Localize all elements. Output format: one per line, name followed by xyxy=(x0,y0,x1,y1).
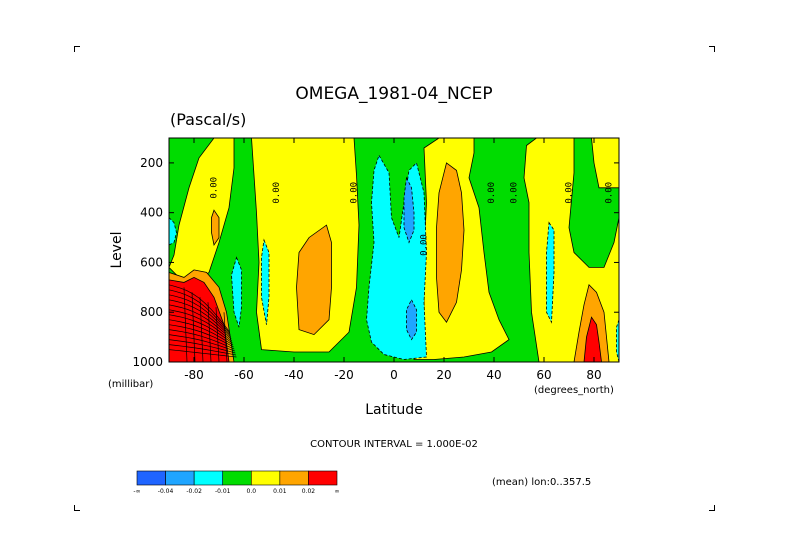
contour-region-yellow-north-top xyxy=(591,138,619,189)
contour-region-cyan-south-1 xyxy=(231,256,242,328)
corner-marks xyxy=(74,46,715,511)
colorbar-swatch xyxy=(222,470,252,486)
colorbar-label: 0.01 xyxy=(273,488,287,495)
y-tick-label: 800 xyxy=(140,305,163,319)
polar-contour-line xyxy=(169,294,231,336)
y-tick-label: 400 xyxy=(140,206,163,220)
contour-label: 0.00 xyxy=(565,182,575,204)
x-tick-label: 20 xyxy=(436,368,451,382)
contour-region-red-north-pole xyxy=(583,316,602,362)
polar-contour-line xyxy=(215,307,220,362)
contour-decorations: 0.00 0.00 0.00 0.00 0.00 0.00 0.00 0.00 xyxy=(169,177,615,362)
colorbar-swatch xyxy=(279,470,309,486)
contour-label: 0.00 xyxy=(210,177,220,199)
colorbar-label: -0.04 xyxy=(158,488,174,495)
x-tick-label: -60 xyxy=(234,368,254,382)
mean-lon-note: (mean) lon:0..357.5 xyxy=(492,477,591,488)
y-axis-label: Level xyxy=(109,232,125,269)
polar-contour-line xyxy=(223,312,228,362)
y-tick-label: 600 xyxy=(140,255,163,269)
polar-contour-line xyxy=(169,309,233,342)
x-axis-ticks: -80 -60 -40 -20 0 20 40 60 80 xyxy=(184,138,602,382)
polar-contour-line xyxy=(183,287,188,362)
colorbar-swatch xyxy=(308,470,338,486)
contour-label: 0.00 xyxy=(487,182,497,204)
colorbar-swatch xyxy=(136,470,166,486)
polar-contour-line xyxy=(191,292,196,362)
contour-label: 0.00 xyxy=(420,234,430,256)
contour-label: 0.00 xyxy=(510,182,520,204)
contour-region-cyan-south-2 xyxy=(261,238,270,325)
chart-title: OMEGA_1981-04_NCEP xyxy=(295,84,492,104)
x-tick-label: 60 xyxy=(536,368,551,382)
y-axis-units: (millibar) xyxy=(108,379,153,390)
x-tick-label: 40 xyxy=(486,368,501,382)
x-axis-label: Latitude xyxy=(365,402,423,418)
chart-subtitle: (Pascal/s) xyxy=(170,110,246,129)
contour-region-orange-tropics xyxy=(436,162,465,323)
polar-contour-line xyxy=(199,297,204,362)
x-axis-units: (degrees_north) xyxy=(534,385,614,396)
polar-contour-line xyxy=(169,289,230,334)
x-tick-label: -40 xyxy=(284,368,304,382)
colorbar-label: -∞ xyxy=(133,488,140,495)
polar-contour-line xyxy=(169,299,231,338)
polar-contour-line xyxy=(169,304,232,340)
colorbar: -∞ -0.04 -0.02 -0.01 0.0 0.01 0.02 ∞ xyxy=(133,470,340,495)
contour-label: 0.00 xyxy=(350,182,360,204)
contour-region-cyan-south-pole xyxy=(169,217,177,246)
contour-region-cyan-north-65 xyxy=(546,221,555,324)
contour-region-blue-equator xyxy=(403,176,415,244)
colorbar-label: ∞ xyxy=(335,488,340,495)
filled-contour-regions xyxy=(169,138,619,362)
x-tick-label: 80 xyxy=(586,368,601,382)
contour-region-orange-southern-midlat xyxy=(296,224,332,336)
contour-interval-text: CONTOUR INTERVAL = 1.000E-02 xyxy=(310,439,478,450)
contour-region-cyan-north-pole xyxy=(616,319,619,362)
contour-label: 0.00 xyxy=(272,182,282,204)
x-tick-label: 0 xyxy=(390,368,398,382)
polar-contour-line xyxy=(169,314,233,344)
contour-region-blue-equator-lower xyxy=(406,298,417,341)
colorbar-swatch xyxy=(165,470,195,486)
polar-contour-line xyxy=(169,284,230,332)
y-tick-label: 200 xyxy=(140,156,163,170)
colorbar-swatch xyxy=(193,470,224,486)
colorbar-swatch xyxy=(250,470,281,486)
contour-region-orange-south-upper xyxy=(211,209,220,247)
y-tick-label: 1000 xyxy=(132,355,163,369)
colorbar-label: -0.01 xyxy=(215,488,231,495)
y-axis-ticks: 200 400 600 800 1000 xyxy=(132,156,619,369)
x-tick-label: -20 xyxy=(334,368,354,382)
x-tick-label: -80 xyxy=(184,368,204,382)
colorbar-label: -0.02 xyxy=(186,488,202,495)
colorbar-label: 0.0 xyxy=(247,488,257,495)
colorbar-label: 0.02 xyxy=(302,488,316,495)
polar-contour-line xyxy=(169,319,234,346)
contour-label: 0.00 xyxy=(605,182,615,204)
polar-contour-line xyxy=(207,302,212,362)
